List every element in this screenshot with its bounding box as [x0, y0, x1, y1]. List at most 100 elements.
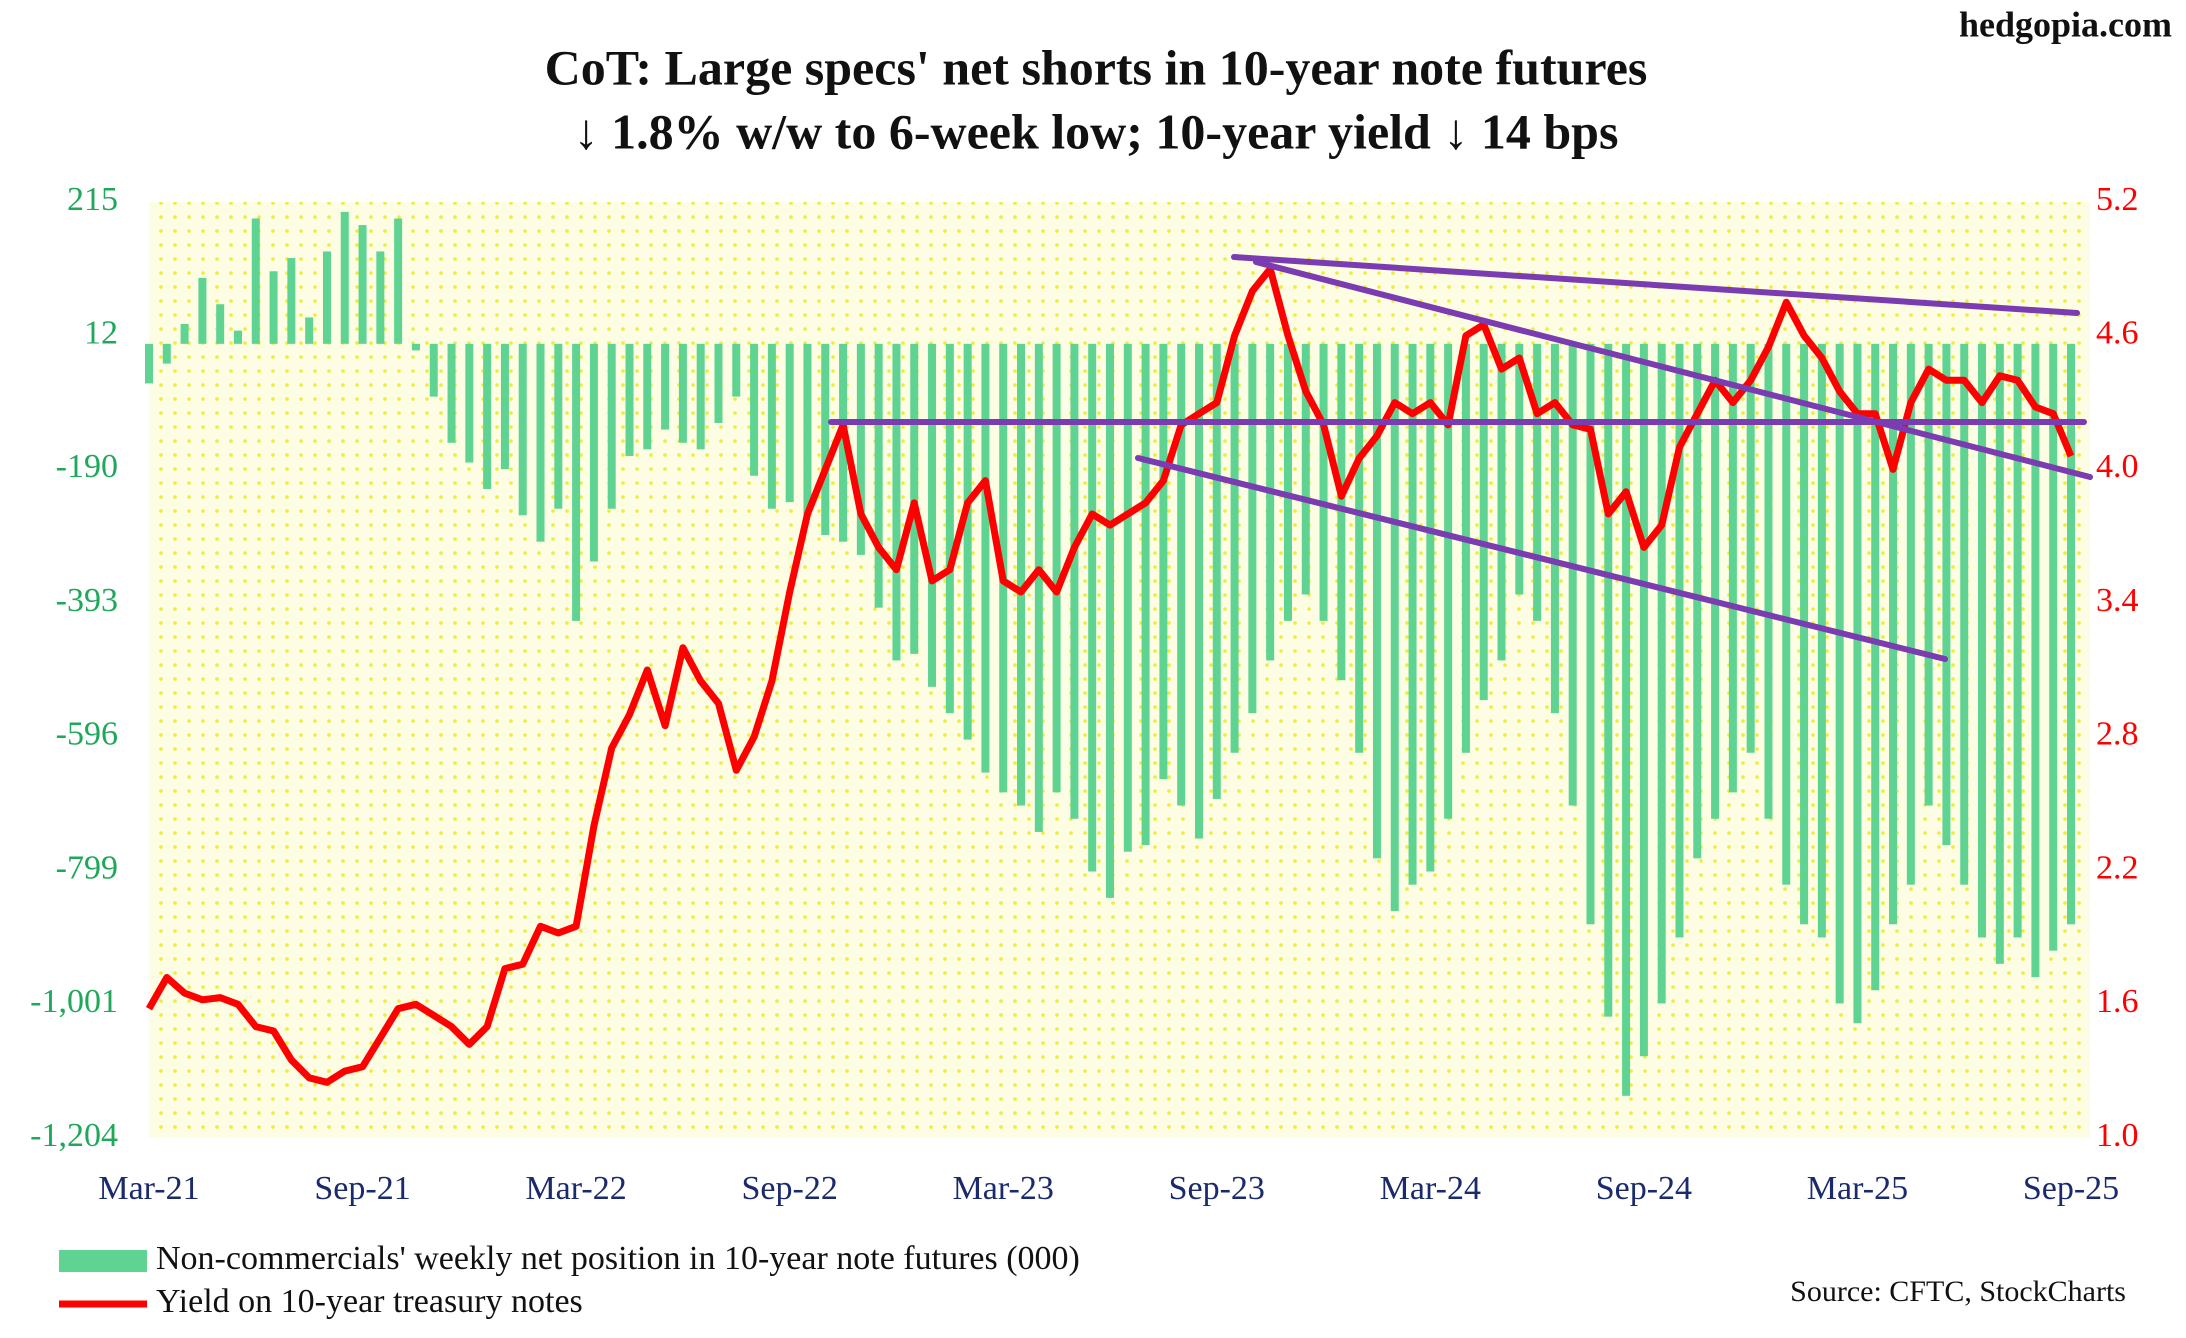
bar: [376, 251, 385, 344]
y2-tick-label: 2.2: [2096, 849, 2139, 886]
bar: [1070, 343, 1079, 819]
chart-subtitle: ↓ 1.8% w/w to 6-week low; 10-year yield …: [574, 103, 1619, 159]
trend-line: [1231, 254, 2080, 316]
y2-tick-label: 4.6: [2096, 315, 2139, 352]
y-tick-label: -596: [56, 716, 118, 753]
bar: [643, 343, 652, 450]
bar: [1639, 343, 1648, 1057]
x-tick-label: Sep-25: [2023, 1170, 2119, 1207]
legend-label: Non-commercials' weekly net position in …: [156, 1240, 1080, 1277]
y-tick-label: 12: [84, 315, 118, 352]
bar: [287, 258, 296, 344]
bar: [1995, 343, 2004, 964]
bar: [1693, 343, 1702, 859]
y2-tick-label: 2.8: [2096, 716, 2139, 753]
bar: [732, 343, 741, 397]
bar: [1319, 343, 1328, 621]
bar: [1479, 343, 1488, 701]
bar: [518, 343, 527, 516]
bar: [145, 343, 153, 384]
bar: [1835, 343, 1844, 1004]
bar: [1266, 343, 1275, 661]
bar: [1052, 343, 1061, 793]
bar: [1604, 343, 1613, 1017]
y2-tick-label: 5.2: [2096, 181, 2139, 218]
bar: [358, 225, 367, 344]
bar: [251, 218, 260, 344]
bar: [767, 343, 776, 509]
bar: [1906, 343, 1915, 885]
x-tick-label: Mar-24: [1380, 1170, 1481, 1207]
bar: [1159, 343, 1168, 780]
y2-tick-label: 4.0: [2096, 448, 2139, 485]
bar: [625, 343, 634, 456]
bar: [1301, 343, 1310, 595]
bar: [1924, 343, 1933, 806]
bar: [536, 343, 545, 542]
bar: [483, 343, 492, 489]
legend-label: Yield on 10-year treasury notes: [156, 1283, 583, 1320]
y2-tick-label: 3.4: [2096, 582, 2139, 619]
bar: [910, 343, 919, 654]
bar: [928, 343, 937, 687]
bar: [750, 343, 759, 476]
bar: [1550, 343, 1559, 714]
bar: [1853, 343, 1862, 1024]
bar: [1622, 343, 1631, 1096]
bar: [785, 343, 794, 503]
bar: [1337, 343, 1346, 681]
bar: [411, 343, 420, 351]
bar: [2013, 343, 2022, 938]
bar: [714, 343, 723, 423]
bar: [2049, 343, 2058, 951]
bar: [1764, 343, 1773, 819]
y2-tick-label: 1.0: [2096, 1117, 2139, 1154]
y-tick-label: -1,001: [30, 983, 118, 1020]
x-tick-label: Mar-21: [98, 1170, 199, 1207]
bar: [1657, 343, 1666, 1004]
bar: [1212, 343, 1221, 799]
plot-background: [149, 202, 2090, 1138]
bar: [216, 304, 225, 344]
bar: [839, 343, 848, 542]
source: Source: CFTC, StockCharts: [1790, 1275, 2126, 1308]
bar: [1194, 343, 1203, 839]
bar: [803, 343, 812, 516]
trend-line: [1135, 455, 1948, 662]
x-tick-label: Mar-22: [525, 1170, 626, 1207]
x-tick-label: Sep-22: [742, 1170, 838, 1207]
bar: [1283, 343, 1292, 621]
bar: [554, 343, 563, 509]
bar: [874, 343, 883, 608]
bar: [821, 343, 830, 536]
bar: [1889, 343, 1898, 925]
x-tick-label: Mar-23: [953, 1170, 1054, 1207]
bar: [1871, 343, 1880, 991]
y-tick-label: -393: [56, 582, 118, 619]
bar: [892, 343, 901, 661]
bar: [1515, 343, 1524, 595]
bar: [1408, 343, 1417, 885]
bar: [340, 211, 349, 344]
bar: [1034, 343, 1043, 832]
bar: [1942, 343, 1951, 846]
bar: [1586, 343, 1595, 925]
bar: [2031, 343, 2040, 978]
bar: [1568, 343, 1577, 806]
bar: [661, 343, 670, 430]
bar: [500, 343, 509, 470]
bar: [963, 343, 972, 740]
bar: [1746, 343, 1755, 753]
x-tick-label: Sep-21: [314, 1170, 410, 1207]
bar: [233, 330, 242, 344]
bar: [429, 343, 438, 397]
bar: [1960, 343, 1969, 885]
bar: [572, 343, 581, 621]
bar: [447, 343, 456, 443]
bar: [1675, 343, 1684, 938]
bar: [322, 251, 331, 344]
bar: [678, 343, 687, 443]
bar: [394, 218, 403, 344]
y-tick-label: -1,204: [30, 1117, 118, 1154]
